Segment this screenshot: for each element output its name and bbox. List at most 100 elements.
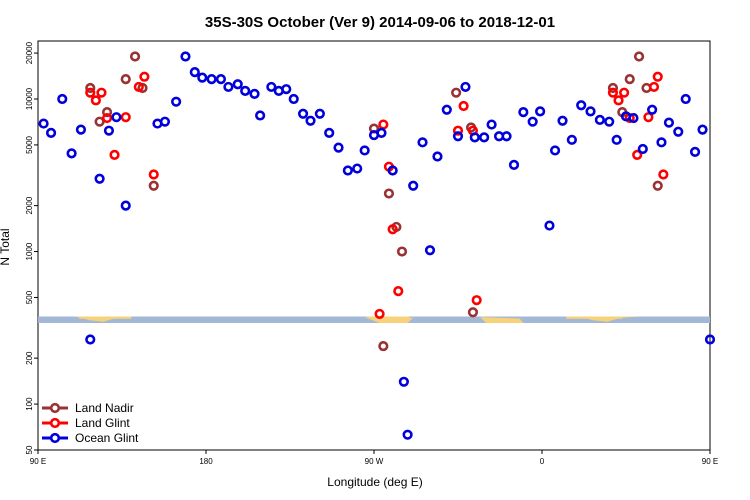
- ocean-glint-point: [103, 125, 115, 136]
- land-nadir-point: [624, 74, 635, 85]
- ocean-glint-point: [704, 334, 716, 345]
- x-tick-label: 90 E: [30, 457, 46, 466]
- land-glint-point: [378, 119, 389, 130]
- land-nadir-point: [652, 180, 663, 191]
- ocean-glint-point: [387, 165, 398, 176]
- land-glint-point: [85, 87, 96, 98]
- x-axis: 90 E 180 90 W 0 90 E: [30, 450, 718, 466]
- land-glint-point: [632, 149, 643, 161]
- land-glint-point: [652, 71, 663, 82]
- ocean-glint-point: [594, 114, 605, 125]
- land-glint-point: [471, 295, 482, 306]
- ocean-glint-point: [180, 51, 191, 62]
- legend-marker-land-nadir: [49, 402, 61, 414]
- ocean-glint-point: [38, 118, 49, 129]
- ocean-glint-point: [314, 108, 325, 119]
- ocean-glint-point: [333, 142, 344, 153]
- y-tick-label: 10000: [25, 87, 34, 110]
- land-nadir-point: [451, 87, 462, 98]
- legend-label-land-glint: Land Glint: [75, 416, 130, 430]
- map-land: [480, 317, 524, 324]
- ocean-glint-point: [697, 124, 708, 135]
- ocean-glint-point: [432, 151, 443, 162]
- ocean-glint-point: [376, 127, 387, 138]
- ocean-glint-point: [647, 104, 658, 115]
- y-tick-label: 200: [25, 351, 34, 365]
- ocean-glint-point: [120, 200, 131, 211]
- ocean-glint-point: [342, 165, 353, 176]
- ocean-glint-point: [656, 137, 667, 148]
- x-tick-label: 0: [540, 457, 545, 466]
- ocean-glint-point: [663, 117, 675, 128]
- land-glint-point: [120, 112, 131, 123]
- ocean-glint-point: [628, 112, 639, 124]
- ocean-glint-point: [249, 88, 260, 99]
- ocean-glint-point: [159, 116, 171, 127]
- land-nadir-point: [396, 246, 408, 257]
- map-strip: [38, 316, 710, 324]
- map-land: [377, 316, 410, 319]
- ocean-glint-point: [206, 74, 217, 85]
- land-glint-point: [109, 149, 120, 161]
- y-axis-label: N Total: [0, 228, 12, 265]
- ocean-glint-point: [352, 163, 363, 174]
- y-axis: 50 100 200 500 1000 2000 5000 10000 20000: [25, 41, 38, 454]
- y-tick-label: 20000: [25, 41, 34, 64]
- x-tick-label: 90 E: [702, 457, 718, 466]
- map-land: [566, 316, 623, 319]
- ocean-glint-point: [469, 132, 480, 143]
- land-glint-point: [393, 286, 404, 297]
- ocean-glint-point: [680, 93, 691, 105]
- land-glint-point: [458, 100, 469, 112]
- land-nadir-point: [383, 188, 395, 199]
- ocean-glint-point: [359, 145, 370, 156]
- ocean-glint-point: [324, 127, 335, 138]
- land-glint-point: [452, 125, 464, 136]
- ocean-glint-point: [215, 74, 227, 85]
- land-glint-point: [96, 87, 107, 98]
- ocean-glint-point: [549, 145, 561, 156]
- ocean-glint-point: [223, 81, 234, 93]
- y-tick-label: 500: [25, 290, 34, 304]
- ocean-glint-point: [305, 115, 316, 126]
- ocean-glint-point: [94, 173, 105, 184]
- ocean-glint-point: [189, 67, 200, 78]
- land-nadir-point: [633, 51, 645, 62]
- land-nadir-point: [101, 107, 113, 118]
- ocean-glint-point: [408, 180, 419, 191]
- legend-marker-land-glint: [49, 417, 61, 429]
- land-nadir-point: [120, 74, 131, 85]
- ocean-glint-point: [460, 81, 471, 93]
- ocean-glint-point: [544, 220, 555, 231]
- ocean-glint-point: [75, 124, 87, 135]
- ocean-glint-point: [535, 106, 546, 117]
- ocean-glint-point: [479, 132, 490, 143]
- ocean-glint-point: [486, 119, 497, 130]
- land-nadir-point: [607, 82, 619, 94]
- ocean-glint-point: [527, 116, 538, 127]
- ocean-glint-point: [57, 93, 68, 105]
- land-glint-point: [133, 81, 144, 93]
- ocean-glint-point: [566, 134, 577, 145]
- ocean-glint-point: [611, 134, 622, 145]
- plot-area: [37, 40, 711, 451]
- ocean-glint-point: [501, 131, 512, 142]
- ocean-glint-point: [417, 137, 428, 148]
- land-glint-point: [101, 112, 113, 124]
- land-glint-point: [90, 95, 101, 106]
- land-nadir-point: [378, 340, 389, 352]
- y-tick-label: 2000: [25, 196, 34, 214]
- ocean-glint-point: [66, 148, 77, 159]
- land-glint-point: [658, 169, 669, 180]
- land-nadir-point: [129, 51, 141, 62]
- ocean-glint-point: [281, 84, 292, 95]
- chart-title: 35S-30S October (Ver 9) 2014-09-06 to 20…: [205, 14, 555, 31]
- x-tick-label: 180: [199, 457, 213, 466]
- legend-marker-ocean-glint: [49, 432, 61, 444]
- land-nadir-point: [148, 180, 159, 191]
- land-glint-point: [613, 95, 624, 106]
- land-glint-point: [139, 71, 150, 82]
- ocean-glint-point: [85, 334, 96, 345]
- ocean-glint-point: [689, 146, 701, 157]
